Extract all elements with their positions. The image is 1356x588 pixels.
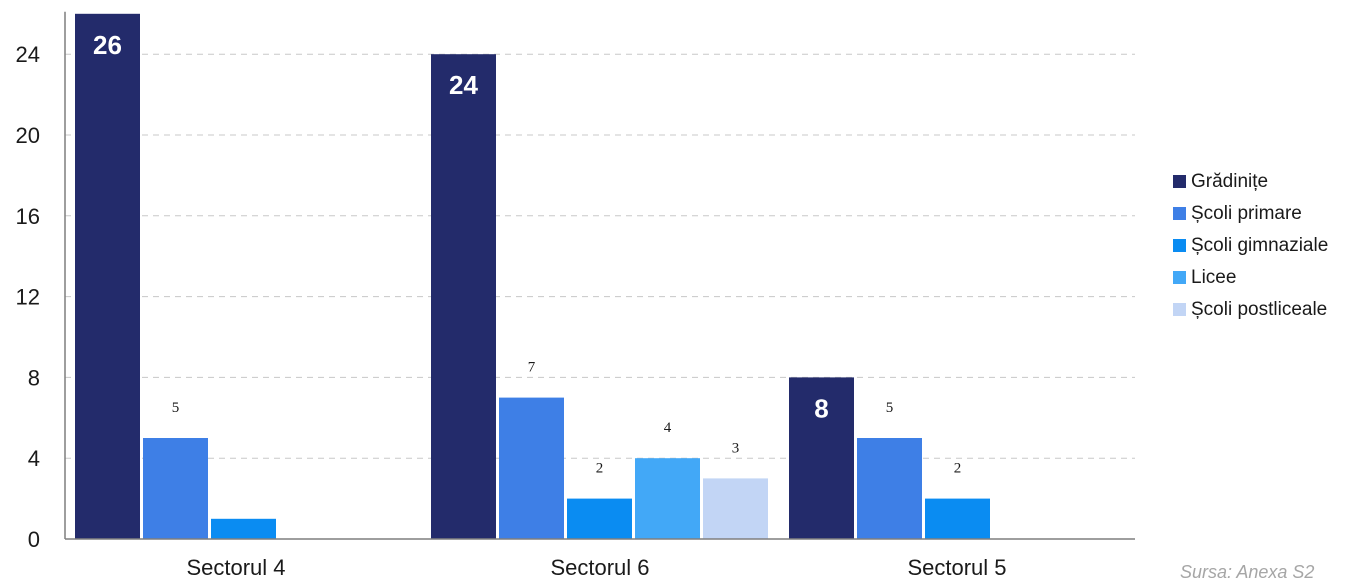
- bar-sectorul-5-series-2: [925, 498, 990, 539]
- legend-entry: Școli postliceale: [1191, 299, 1327, 320]
- data-label: 4: [664, 420, 672, 436]
- legend-swatch: [1173, 207, 1186, 220]
- data-label: 2: [954, 461, 962, 477]
- data-label: 7: [528, 360, 536, 376]
- y-tick-label: 4: [28, 446, 40, 471]
- data-label: 5: [886, 400, 894, 416]
- legend: Grădinițe Școli primare Școli gimnaziale Li…: [1173, 171, 1328, 320]
- bar-sectorul-6-series-0: [431, 54, 496, 539]
- bar-sectorul-5-series-1: [857, 438, 922, 539]
- x-category-label: Sectorul 5: [907, 555, 1006, 580]
- legend-entry: Școli primare: [1191, 203, 1302, 224]
- bar-sectorul-6-series-2: [567, 498, 632, 539]
- bar-sectorul-6-series-3: [635, 458, 700, 539]
- legend-swatch: [1173, 239, 1186, 252]
- data-label: 8: [814, 393, 828, 423]
- data-label: 24: [449, 70, 478, 100]
- legend-entry: Licee: [1191, 267, 1236, 288]
- legend-swatch: [1173, 303, 1186, 316]
- data-label: 3: [732, 440, 740, 456]
- grid-lines: [65, 53, 1135, 459]
- bars: [75, 13, 990, 540]
- bar-sectorul-4-series-1: [143, 438, 208, 539]
- data-label: 26: [93, 30, 122, 60]
- x-category-label: Sectorul 4: [186, 555, 285, 580]
- data-label: 5: [172, 400, 180, 416]
- bar-sectorul-4-series-2: [211, 518, 276, 539]
- bar-sectorul-6-series-4: [703, 478, 768, 539]
- x-category-label: Sectorul 6: [550, 555, 649, 580]
- legend-swatch: [1173, 271, 1186, 284]
- y-tick-label: 20: [16, 123, 40, 148]
- bar-sectorul-4-series-0: [75, 13, 140, 540]
- y-tick-label: 16: [16, 204, 40, 229]
- source-note: Sursa: Anexa S2: [1180, 562, 1314, 582]
- bar-sectorul-6-series-1: [499, 397, 564, 539]
- y-tick-label: 0: [28, 527, 40, 552]
- legend-swatch: [1173, 175, 1186, 188]
- legend-entry: Școli gimnaziale: [1191, 235, 1328, 256]
- y-tick-label: 12: [16, 285, 40, 310]
- data-label: 2: [596, 461, 604, 477]
- legend-entry: Grădinițe: [1191, 171, 1268, 192]
- y-tick-label: 24: [16, 42, 40, 67]
- bar-sectorul-5-series-0: [789, 377, 854, 539]
- y-tick-label: 8: [28, 365, 40, 390]
